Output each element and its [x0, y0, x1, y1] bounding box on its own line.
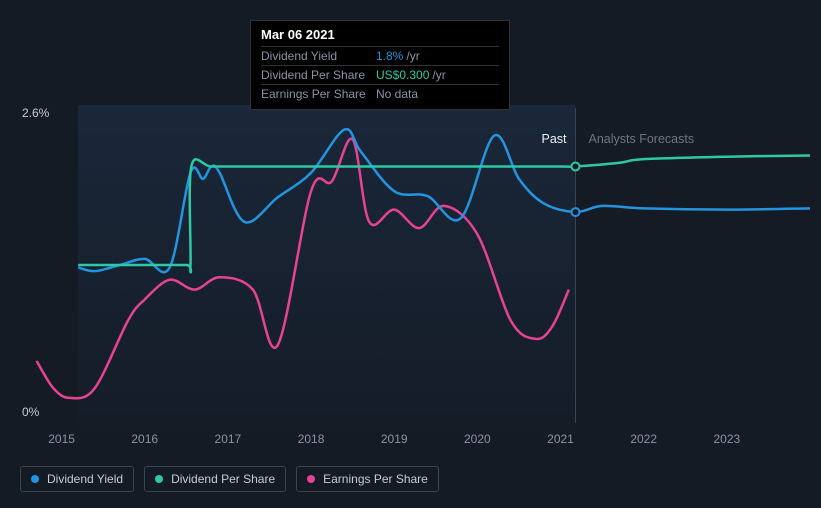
tooltip-row: Dividend Per ShareUS$0.300/yr — [261, 65, 499, 84]
x-axis-label: 2023 — [713, 432, 740, 446]
legend-dividend-per-share[interactable]: Dividend Per Share — [144, 466, 286, 492]
chart-tooltip: Mar 06 2021 Dividend Yield1.8%/yrDividen… — [250, 20, 510, 110]
legend-earnings-per-share[interactable]: Earnings Per Share — [296, 466, 439, 492]
earnings-per-share-line — [37, 139, 569, 399]
x-axis-label: 2016 — [131, 432, 158, 446]
x-axis-label: 2020 — [464, 432, 491, 446]
tooltip-row: Dividend Yield1.8%/yr — [261, 46, 499, 65]
x-axis-label: 2017 — [215, 432, 242, 446]
legend-dot-icon — [31, 475, 39, 483]
legend-dividend-yield[interactable]: Dividend Yield — [20, 466, 134, 492]
tooltip-row-value: No data — [376, 87, 418, 101]
legend-dot-icon — [307, 475, 315, 483]
legend-dot-icon — [155, 475, 163, 483]
yield-cursor-dot — [571, 208, 579, 216]
legend-label: Earnings Per Share — [323, 472, 428, 486]
legend-label: Dividend Yield — [47, 472, 123, 486]
tooltip-row-label: Dividend Yield — [261, 49, 376, 63]
tooltip-row: Earnings Per ShareNo data — [261, 84, 499, 103]
dividend-chart: Mar 06 2021 Dividend Yield1.8%/yrDividen… — [0, 0, 821, 508]
tooltip-row-value: US$0.300 — [376, 68, 429, 82]
tooltip-row-unit: /yr — [432, 68, 445, 82]
x-axis-label: 2019 — [381, 432, 408, 446]
dividend-yield-line — [78, 129, 810, 272]
tooltip-date: Mar 06 2021 — [261, 27, 499, 46]
x-axis-label: 2018 — [298, 432, 325, 446]
dps-cursor-dot — [571, 163, 579, 171]
tooltip-row-unit: /yr — [406, 49, 419, 63]
x-axis-label: 2022 — [630, 432, 657, 446]
tooltip-row-label: Dividend Per Share — [261, 68, 376, 82]
x-axis-label: 2015 — [48, 432, 75, 446]
legend-label: Dividend Per Share — [171, 472, 275, 486]
chart-legend: Dividend Yield Dividend Per Share Earnin… — [20, 466, 439, 492]
chart-svg[interactable] — [20, 105, 810, 425]
x-axis-label: 2021 — [547, 432, 574, 446]
tooltip-row-label: Earnings Per Share — [261, 87, 376, 101]
tooltip-row-value: 1.8% — [376, 49, 403, 63]
